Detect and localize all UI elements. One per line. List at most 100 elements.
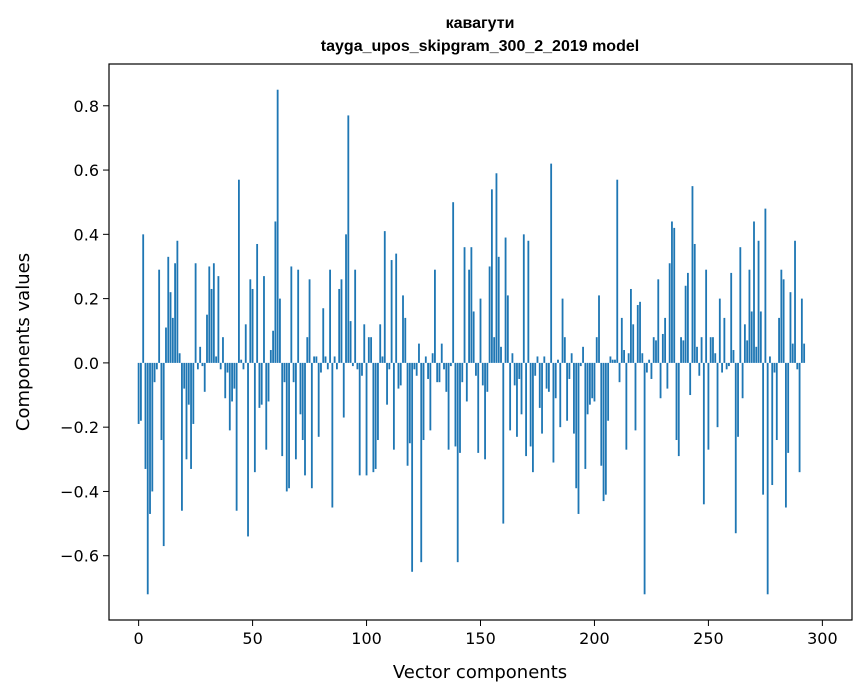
bar (609, 356, 612, 363)
bar (734, 362, 737, 534)
bar (463, 247, 466, 363)
bar (456, 362, 459, 563)
bar (320, 362, 322, 373)
bar (671, 221, 673, 363)
bar (424, 356, 427, 363)
bar (493, 337, 496, 363)
y-axis-label: Components values (13, 253, 34, 431)
bar (326, 362, 329, 370)
bar (593, 362, 596, 402)
bar (766, 362, 769, 595)
bar (449, 362, 452, 367)
bar (570, 353, 573, 363)
bar (696, 346, 698, 363)
bar (427, 362, 429, 379)
bar (345, 234, 347, 363)
bar (682, 340, 685, 363)
bar (559, 362, 562, 428)
bar (725, 362, 728, 370)
bar (351, 362, 354, 367)
bar (787, 362, 790, 453)
bar (684, 285, 687, 363)
bar (561, 298, 564, 363)
bar (511, 353, 514, 363)
bar (408, 362, 411, 444)
bar (222, 337, 224, 363)
bar (272, 330, 275, 363)
bar (306, 337, 309, 363)
bar (176, 240, 179, 363)
bar (465, 362, 468, 402)
bar (575, 362, 578, 489)
bar (700, 337, 703, 363)
bar (650, 362, 653, 379)
bar (356, 362, 359, 370)
bar (212, 263, 215, 363)
bar (146, 362, 149, 595)
bar (415, 362, 418, 376)
bar (192, 362, 195, 424)
bar (636, 305, 639, 363)
bar (260, 362, 263, 405)
bar (661, 333, 664, 363)
bar (516, 362, 518, 437)
bar (691, 186, 694, 363)
bar (304, 362, 306, 476)
bar (712, 337, 714, 363)
bar (162, 362, 165, 547)
bar (477, 362, 480, 453)
bar (659, 362, 662, 399)
bar (313, 356, 316, 363)
bar (800, 298, 803, 363)
bar (588, 362, 591, 405)
bar (386, 362, 388, 405)
bar (522, 234, 525, 363)
bar (479, 298, 482, 363)
bar (372, 362, 375, 473)
bar (434, 269, 436, 363)
bar (315, 356, 318, 363)
bar (288, 362, 290, 489)
bar (728, 362, 730, 367)
bar (199, 346, 202, 363)
bar (577, 362, 580, 514)
bar (297, 269, 300, 363)
bar (331, 362, 334, 508)
x-tick-label: 150 (465, 629, 496, 648)
x-tick-label: 100 (351, 629, 382, 648)
bar (639, 301, 641, 363)
bar (429, 362, 432, 431)
bar (342, 362, 345, 418)
bar (789, 292, 792, 363)
y-tick-label: 0.6 (74, 161, 99, 180)
bar (504, 237, 507, 363)
bar (527, 240, 530, 363)
bar (632, 324, 635, 363)
bar (543, 356, 546, 363)
bar (803, 343, 806, 363)
bar (668, 263, 671, 363)
bar (778, 317, 780, 363)
bar (698, 362, 701, 376)
bar (377, 362, 379, 441)
bar (406, 362, 409, 466)
bar (481, 362, 484, 386)
bar (354, 269, 357, 363)
bar (374, 362, 377, 469)
bar (265, 362, 268, 450)
bar (422, 362, 425, 441)
bar (502, 362, 505, 524)
x-axis: 0 50 100 150 200 250 300 (134, 620, 838, 648)
bar (705, 269, 708, 363)
bar (784, 362, 787, 508)
bar-series (137, 89, 806, 595)
bar (470, 247, 473, 363)
bar (438, 362, 441, 383)
bar (714, 353, 717, 363)
bar (620, 317, 623, 363)
bar (190, 362, 192, 469)
bar (158, 269, 161, 363)
bar (791, 343, 794, 363)
bar (411, 362, 414, 572)
bar (228, 362, 231, 431)
